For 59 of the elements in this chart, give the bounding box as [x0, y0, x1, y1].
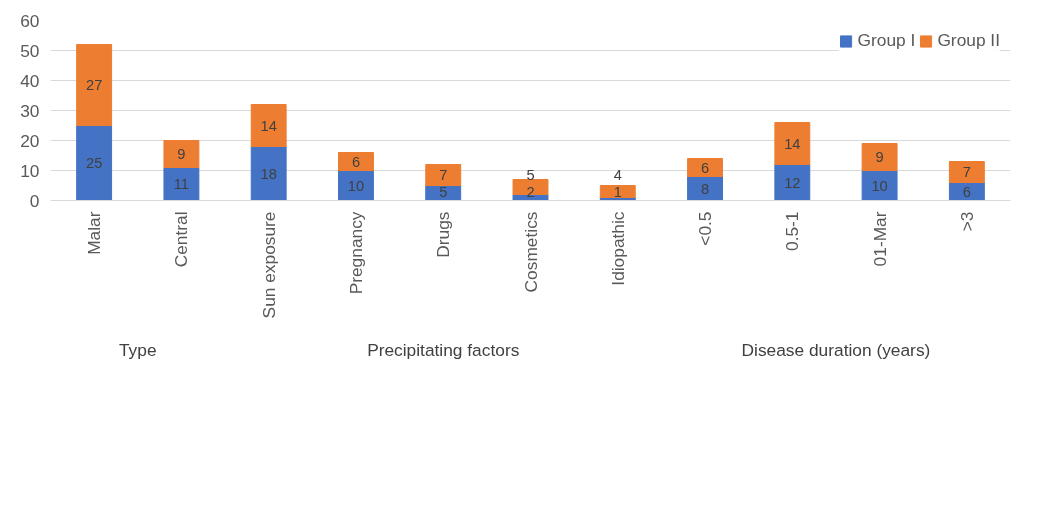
data-label: 7 — [962, 164, 971, 180]
x-tick-label: <0.5 — [695, 211, 716, 246]
x-tick-label: 01-Mar — [869, 211, 890, 267]
bar — [774, 122, 811, 165]
data-label: 10 — [347, 177, 365, 194]
bar — [861, 143, 898, 171]
x-tick-label: 0.5-1 — [782, 211, 803, 251]
bar — [163, 140, 200, 168]
bar — [76, 125, 113, 201]
legend-label: Group II — [937, 30, 1000, 51]
x-tick-label: Pregnancy — [345, 211, 366, 295]
data-label: 6 — [962, 183, 971, 200]
data-label: 9 — [177, 146, 186, 162]
data-label: 4 — [613, 166, 622, 183]
data-label: 27 — [85, 77, 103, 93]
bar — [76, 44, 113, 126]
data-label: 7 — [439, 166, 448, 183]
x-tick-label: Malar — [84, 211, 105, 255]
data-label: 14 — [260, 117, 277, 134]
data-label: 25 — [85, 155, 103, 171]
y-tick-label: 60 — [20, 10, 40, 31]
data-label: 18 — [260, 165, 277, 182]
x-tick-label: Cosmetics — [520, 211, 541, 293]
x-tick-label: >3 — [956, 211, 977, 232]
data-label: 14 — [784, 135, 801, 152]
y-tick-label: 50 — [20, 40, 40, 61]
data-label: 5 — [526, 166, 535, 183]
text: Type — [118, 339, 157, 360]
x-tick-label: Idiopathic — [607, 211, 628, 286]
data-label: 1 — [613, 183, 622, 200]
bar — [250, 146, 287, 201]
text: Precipitating factors — [367, 339, 520, 360]
data-label: 10 — [871, 177, 888, 194]
y-tick-label: 10 — [20, 160, 40, 181]
bar — [948, 161, 985, 183]
data-label: 5 — [439, 183, 448, 200]
y-tick-label: 20 — [20, 130, 40, 151]
data-label: 9 — [875, 149, 884, 165]
x-tick-label: Sun exposure — [258, 211, 279, 319]
x-tick-label: Central — [171, 211, 192, 268]
bar — [425, 164, 462, 186]
bar — [687, 158, 723, 177]
legend-label: Group I — [857, 30, 916, 51]
data-label: 6 — [351, 153, 361, 170]
y-tick-label: 40 — [20, 70, 40, 91]
data-label: 12 — [784, 174, 801, 191]
bar — [338, 152, 374, 171]
bar — [599, 185, 636, 198]
y-tick-label: 30 — [20, 100, 40, 121]
bar — [861, 170, 898, 201]
data-label: 11 — [173, 176, 190, 192]
bar — [774, 164, 811, 201]
data-label: 6 — [700, 159, 710, 176]
x-tick-label: Drugs — [433, 211, 454, 258]
bar — [163, 167, 200, 201]
bar — [250, 104, 287, 147]
data-label: 8 — [700, 180, 710, 197]
text: Disease duration (years) — [741, 339, 931, 360]
y-tick-label: 0 — [29, 190, 40, 211]
